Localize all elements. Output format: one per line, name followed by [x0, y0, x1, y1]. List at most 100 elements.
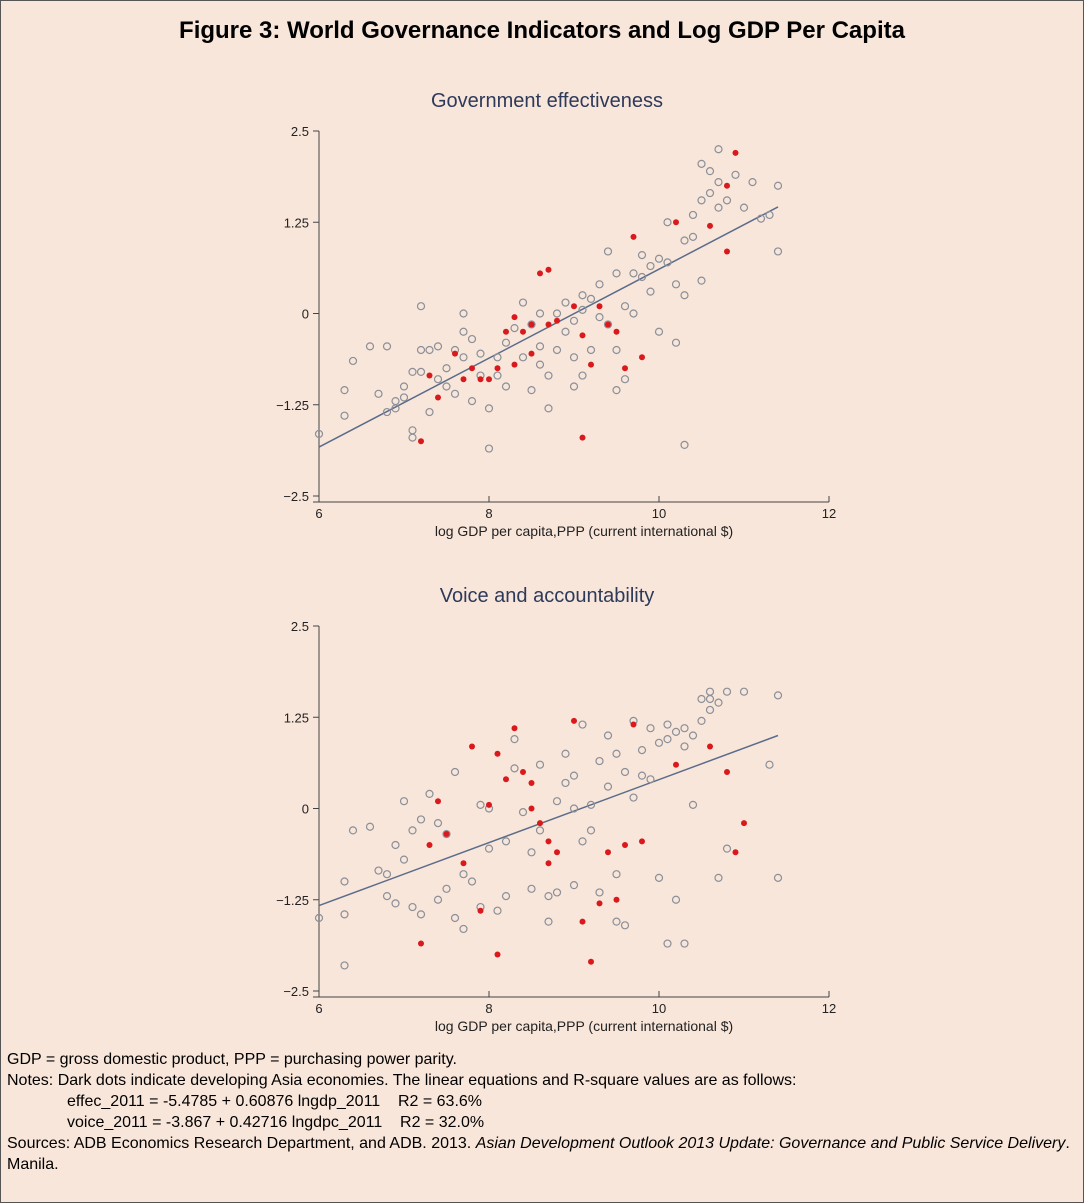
economy-point [535, 826, 545, 835]
economy-point [399, 797, 409, 806]
developing-asia-point [520, 769, 526, 775]
developing-asia-point [579, 332, 586, 339]
developing-asia-point [630, 721, 637, 728]
developing-asia-point [537, 270, 543, 277]
developing-asia-point [571, 717, 577, 724]
economy-point [671, 338, 681, 347]
economy-point [365, 822, 375, 831]
economy-point [569, 881, 579, 890]
economy-point [552, 888, 562, 897]
economy-point [663, 735, 672, 744]
economy-point [697, 159, 706, 168]
economy-point [340, 910, 349, 919]
developing-asia-point [724, 182, 730, 189]
economy-point [501, 892, 511, 901]
economy-point [544, 917, 553, 926]
economy-point [688, 800, 698, 809]
economy-point [450, 767, 460, 777]
developing-asia-point [724, 248, 730, 255]
economy-point [340, 961, 349, 970]
economy-point [408, 826, 417, 835]
economy-point [697, 694, 706, 704]
economy-point [544, 371, 553, 380]
x-tick-label: 10 [652, 1001, 666, 1016]
economy-point [408, 902, 417, 912]
economy-point [382, 342, 392, 351]
economy-point [340, 386, 349, 395]
developing-asia-point [622, 365, 628, 372]
y-tick-label: 0 [302, 307, 309, 322]
economy-point [552, 309, 562, 318]
economy-point [748, 177, 757, 187]
note-description: Notes: Dark dots indicate developing Asi… [7, 1072, 797, 1089]
economy-point [416, 302, 426, 311]
economy-point [612, 870, 621, 879]
economy-point [467, 397, 477, 406]
economy-point [433, 342, 443, 351]
economy-point [620, 375, 630, 384]
developing-asia-point [443, 831, 450, 838]
economy-point [442, 884, 451, 893]
economy-point [391, 899, 400, 908]
chart-government-effectiveness: Government effectiveness 2.5 1.25 0 −1.25 −2.… [276, 90, 836, 539]
economy-point [535, 760, 545, 769]
economy-point [705, 687, 715, 696]
economy-point [578, 305, 587, 314]
economy-point [705, 188, 715, 198]
economy-point [340, 411, 349, 420]
y-tick-label: 2.5 [291, 124, 309, 139]
economy-point [518, 353, 528, 362]
economy-point [586, 800, 596, 809]
economy-point [654, 873, 664, 882]
economy-point [688, 731, 698, 740]
economy-point [450, 913, 460, 923]
developing-asia-point [588, 958, 594, 965]
economy-point [382, 870, 392, 879]
economy-point [459, 309, 468, 318]
economy-point [765, 760, 774, 769]
economy-point [501, 382, 511, 391]
economy-point [535, 309, 545, 318]
economy-point [612, 269, 621, 278]
economy-point [442, 364, 451, 373]
developing-asia-point [511, 725, 518, 732]
developing-asia-point [486, 801, 492, 808]
economy-point [535, 360, 545, 369]
economy-point [714, 203, 723, 212]
economy-point [459, 924, 468, 934]
economy-point [391, 397, 400, 406]
developing-asia-point [579, 434, 586, 441]
economy-point [756, 214, 766, 223]
economy-point [442, 382, 451, 391]
chart-voice-accountability: Voice and accountability 2.5 1.25 0 −1.25 −2.… [276, 585, 836, 1034]
x-tick-label: 12 [822, 506, 836, 521]
economy-point [578, 371, 587, 380]
developing-asia-point [528, 805, 535, 812]
economy-point [637, 771, 647, 780]
y-tick-label: −1.25 [276, 893, 309, 908]
economy-point [586, 294, 596, 303]
economy-point [416, 815, 426, 824]
economy-point [688, 232, 698, 241]
developing-asia-point [418, 438, 424, 445]
economy-point [459, 353, 468, 362]
developing-asia-point [426, 372, 433, 379]
developing-asia-point [494, 951, 501, 958]
y-tick-label: 0 [302, 802, 309, 817]
economy-point [476, 349, 485, 358]
economy-point [442, 829, 451, 839]
developing-asia-point [630, 233, 637, 240]
economy-point [425, 345, 434, 355]
economy-point [578, 291, 587, 300]
sources-title: Asian Development Outlook 2013 Update: G… [475, 1135, 1066, 1152]
economy-point [603, 320, 613, 329]
economy-point [561, 778, 570, 788]
economy-point [620, 302, 630, 311]
economy-point [348, 356, 358, 366]
developing-asia-point [554, 849, 560, 856]
economy-point [340, 877, 349, 886]
developing-asia-point [503, 328, 509, 335]
y-tick-label: −1.25 [276, 398, 309, 413]
x-axis-label: log GDP per capita,PPP (current internat… [435, 1018, 733, 1034]
